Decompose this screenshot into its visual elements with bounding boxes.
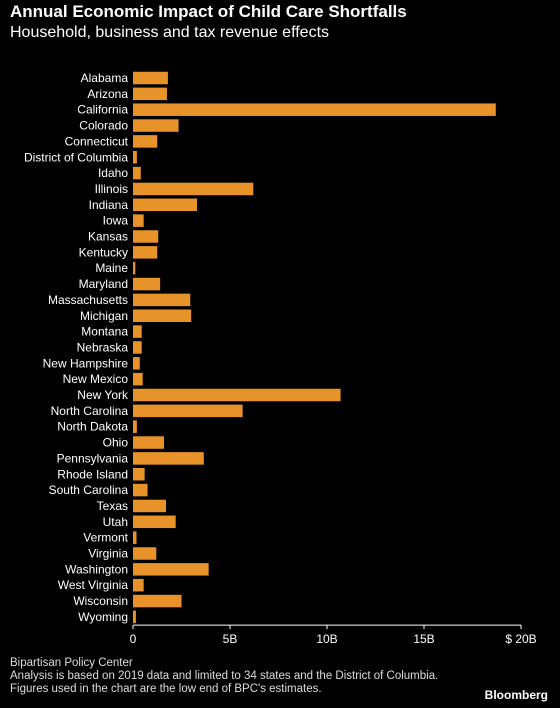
category-label-montana: Montana <box>81 325 128 339</box>
bar-colorado <box>133 119 179 132</box>
category-label-virginia: Virginia <box>88 547 128 561</box>
bar-texas <box>133 499 166 513</box>
category-label-kansas: Kansas <box>88 230 128 244</box>
bar-wisconsin <box>133 594 182 608</box>
bar-north-dakota <box>133 420 137 433</box>
category-label-new-york: New York <box>77 388 129 402</box>
bloomberg-logo: Bloomberg <box>484 688 548 702</box>
category-label-michigan: Michigan <box>80 309 128 323</box>
bar-utah <box>133 515 176 529</box>
bar-washington <box>133 563 209 576</box>
bar-kansas <box>133 230 159 243</box>
category-label-west-virginia: West Virginia <box>58 578 129 592</box>
bar-illinois <box>133 182 254 196</box>
category-label-idaho: Idaho <box>98 166 128 180</box>
category-label-pennsylvania: Pennsylvania <box>57 451 129 465</box>
category-label-wyoming: Wyoming <box>78 610 128 624</box>
bar-rhode-island <box>133 468 145 481</box>
category-label-maryland: Maryland <box>79 277 128 291</box>
category-label-iowa: Iowa <box>103 214 129 228</box>
category-label-illinois: Illinois <box>95 182 128 196</box>
bar-iowa <box>133 214 144 227</box>
bar-virginia <box>133 547 157 560</box>
bar-vermont <box>133 531 137 544</box>
x-tick-label-15: 15B <box>413 632 434 646</box>
category-label-north-dakota: North Dakota <box>57 420 128 434</box>
category-label-ohio: Ohio <box>103 436 129 450</box>
category-label-indiana: Indiana <box>89 198 129 212</box>
bar-massachusetts <box>133 293 191 307</box>
category-label-rhode-island: Rhode Island <box>57 467 128 481</box>
category-label-wisconsin: Wisconsin <box>73 594 128 608</box>
x-tick-label-10: 10B <box>316 632 337 646</box>
bar-connecticut <box>133 135 158 148</box>
x-tick-label-20: $ 20B <box>505 632 536 646</box>
category-label-north-carolina: North Carolina <box>51 404 129 418</box>
chart-title: Annual Economic Impact of Child Care Sho… <box>10 2 407 21</box>
bar-maine <box>133 261 136 275</box>
bar-new-hampshire <box>133 357 140 370</box>
category-label-washington: Washington <box>65 562 128 576</box>
bar-kentucky <box>133 246 158 259</box>
category-label-alabama: Alabama <box>81 71 129 85</box>
category-label-district-of-columbia: District of Columbia <box>24 150 128 164</box>
category-label-new-hampshire: New Hampshire <box>43 356 129 370</box>
bar-new-mexico <box>133 372 143 386</box>
methodology-note: Analysis is based on 2019 data and limit… <box>10 670 439 695</box>
bar-michigan <box>133 309 192 322</box>
bar-maryland <box>133 277 161 291</box>
category-label-arizona: Arizona <box>87 87 128 101</box>
category-label-vermont: Vermont <box>83 531 128 545</box>
category-label-new-mexico: New Mexico <box>63 372 129 386</box>
category-label-texas: Texas <box>97 499 128 513</box>
category-label-nebraska: Nebraska <box>77 340 129 354</box>
bar-new-york <box>133 388 341 402</box>
source-note: Bipartisan Policy Center <box>10 657 133 669</box>
bar-west-virginia <box>133 578 144 592</box>
bar-south-carolina <box>133 483 148 497</box>
bar-wyoming <box>133 610 136 624</box>
bar-chart: Alabama Arizona California ColoradoConnecti… <box>24 71 537 646</box>
category-label-south-carolina: South Carolina <box>49 483 129 497</box>
bar-arizona <box>133 87 167 101</box>
bar-north-carolina <box>133 404 243 418</box>
bar-alabama <box>133 71 168 85</box>
category-label-maine: Maine <box>95 261 128 275</box>
bar-ohio <box>133 436 165 449</box>
x-tick-label-0: 0 <box>130 632 137 646</box>
bar-nebraska <box>133 341 142 354</box>
category-label-california: California <box>77 103 128 117</box>
category-label-connecticut: Connecticut <box>65 134 129 148</box>
category-label-kentucky: Kentucky <box>79 245 128 259</box>
bar-pennsylvania <box>133 452 204 465</box>
bar-indiana <box>133 198 198 212</box>
category-label-colorado: Colorado <box>79 119 128 133</box>
chart-footer: Bipartisan Policy Center Analysis is bas… <box>10 657 440 696</box>
category-label-utah: Utah <box>103 515 128 529</box>
bar-idaho <box>133 166 141 180</box>
category-label-massachusetts: Massachusetts <box>48 293 128 307</box>
bar-montana <box>133 325 142 338</box>
x-tick-label-5: 5B <box>223 632 238 646</box>
bar-district-of-columbia <box>133 151 137 164</box>
chart-subtitle: Household, business and tax revenue effe… <box>10 24 330 41</box>
bar-california <box>133 103 496 116</box>
